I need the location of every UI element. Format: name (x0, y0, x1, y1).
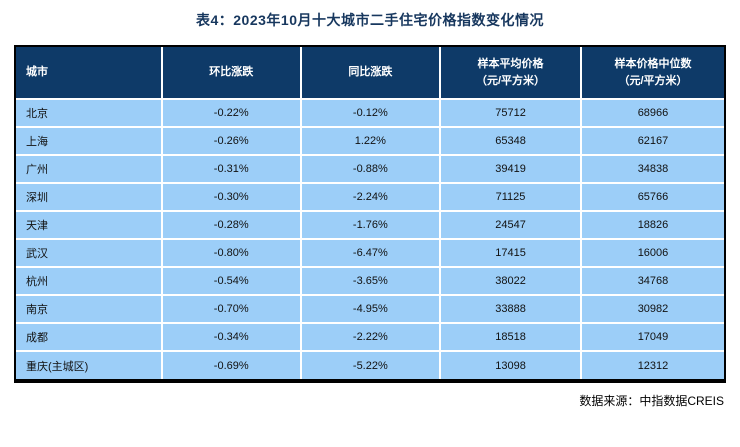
value-cell: 16006 (579, 238, 724, 268)
header-sample-avg-price: 样本平均价格 （元/平方米） (439, 47, 582, 100)
value-cell: -0.54% (160, 266, 302, 296)
value-cell: 13098 (439, 350, 582, 379)
value-cell: 24547 (439, 210, 582, 240)
city-cell: 广州 (16, 154, 163, 184)
city-cell: 北京 (16, 98, 163, 128)
value-cell: 71125 (439, 182, 582, 212)
table-row: 南京 -0.70% -4.95% 33888 30982 (16, 294, 724, 324)
city-cell: 成都 (16, 322, 163, 352)
value-cell: -2.22% (299, 322, 442, 352)
value-cell: 65766 (579, 182, 724, 212)
header-avg-unit: （元/平方米） (475, 74, 546, 87)
price-index-table: 城市 环比涨跌 同比涨跌 样本平均价格 （元/平方米） (16, 47, 724, 379)
table-row: 武汉 -0.80% -6.47% 17415 16006 (16, 238, 724, 268)
city-cell: 武汉 (16, 238, 163, 268)
value-cell: 38022 (439, 266, 582, 296)
value-cell: 75712 (439, 98, 582, 128)
value-cell: 12312 (579, 350, 724, 379)
value-cell: 34838 (579, 154, 724, 184)
value-cell: -0.34% (160, 322, 302, 352)
header-median-label: 样本价格中位数 (614, 58, 692, 70)
value-cell: -3.65% (299, 266, 442, 296)
value-cell: 30982 (579, 294, 724, 324)
header-city: 城市 (16, 47, 163, 100)
value-cell: -0.22% (160, 98, 302, 128)
value-cell: 1.22% (299, 126, 442, 156)
table-row: 深圳 -0.30% -2.24% 71125 65766 (16, 182, 724, 212)
value-cell: -0.26% (160, 126, 302, 156)
data-source-note: 数据来源：中指数据CREIS (579, 394, 724, 408)
value-cell: 17049 (579, 322, 724, 352)
table-row: 上海 -0.26% 1.22% 65348 62167 (16, 126, 724, 156)
table-row: 重庆(主城区) -0.69% -5.22% 13098 12312 (16, 350, 724, 379)
table-row: 杭州 -0.54% -3.65% 38022 34768 (16, 266, 724, 296)
city-cell: 深圳 (16, 182, 163, 212)
value-cell: 65348 (439, 126, 582, 156)
value-cell: -1.76% (299, 210, 442, 240)
value-cell: 39419 (439, 154, 582, 184)
city-cell: 杭州 (16, 266, 163, 296)
value-cell: 68966 (579, 98, 724, 128)
header-avg-label: 样本平均价格 (477, 58, 544, 70)
header-mom-label: 环比涨跌 (209, 66, 254, 79)
city-cell: 天津 (16, 210, 163, 240)
table-header-row: 城市 环比涨跌 同比涨跌 样本平均价格 （元/平方米） (16, 47, 724, 100)
value-cell: 33888 (439, 294, 582, 324)
table-row: 北京 -0.22% -0.12% 75712 68966 (16, 98, 724, 128)
value-cell: -6.47% (299, 238, 442, 268)
header-yoy-change: 同比涨跌 (299, 47, 442, 100)
value-cell: -2.24% (299, 182, 442, 212)
header-yoy-label: 同比涨跌 (348, 66, 393, 79)
value-cell: -0.12% (299, 98, 442, 128)
header-sample-median-price: 样本价格中位数 （元/平方米） (579, 47, 724, 100)
value-cell: 34768 (579, 266, 724, 296)
value-cell: 17415 (439, 238, 582, 268)
table-row: 天津 -0.28% -1.76% 24547 18826 (16, 210, 724, 240)
city-cell: 重庆(主城区) (16, 350, 163, 379)
value-cell: -0.88% (299, 154, 442, 184)
price-index-table-frame: 城市 环比涨跌 同比涨跌 样本平均价格 （元/平方米） (14, 45, 726, 383)
header-mom-change: 环比涨跌 (160, 47, 302, 100)
value-cell: -0.70% (160, 294, 302, 324)
city-cell: 上海 (16, 126, 163, 156)
value-cell: -0.80% (160, 238, 302, 268)
value-cell: -0.30% (160, 182, 302, 212)
value-cell: -5.22% (299, 350, 442, 379)
table-row: 成都 -0.34% -2.22% 18518 17049 (16, 322, 724, 352)
value-cell: 62167 (579, 126, 724, 156)
header-median-unit: （元/平方米） (618, 74, 688, 87)
table-title: 表4：2023年10月十大城市二手住宅价格指数变化情况 (195, 12, 544, 28)
table-row: 广州 -0.31% -0.88% 39419 34838 (16, 154, 724, 184)
value-cell: 18518 (439, 322, 582, 352)
value-cell: -0.28% (160, 210, 302, 240)
header-city-label: 城市 (26, 66, 48, 79)
value-cell: -0.69% (160, 350, 302, 379)
value-cell: -0.31% (160, 154, 302, 184)
value-cell: 18826 (579, 210, 724, 240)
value-cell: -4.95% (299, 294, 442, 324)
table-body: 北京 -0.22% -0.12% 75712 68966 上海 -0.26% 1.22% 653… (16, 98, 724, 379)
city-cell: 南京 (16, 294, 163, 324)
